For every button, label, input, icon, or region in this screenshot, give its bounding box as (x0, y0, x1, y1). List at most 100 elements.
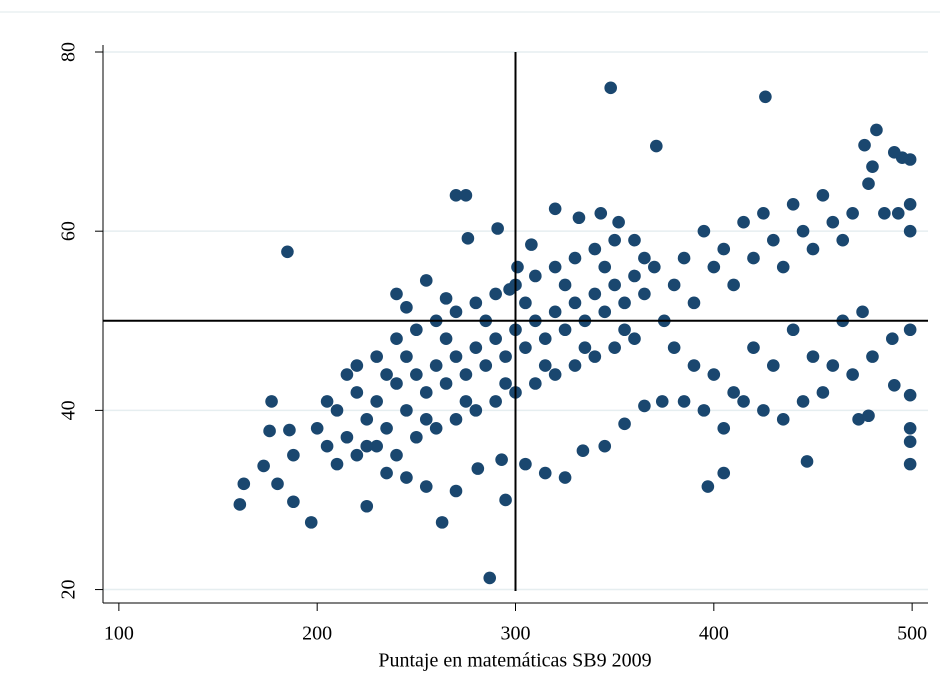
point (598, 260, 612, 274)
point (648, 260, 661, 274)
point (836, 233, 850, 247)
point (862, 177, 875, 191)
point (747, 251, 760, 265)
x-tick-label: 200 (302, 623, 332, 645)
y-tick-label: 20 (58, 580, 80, 600)
point (380, 421, 393, 435)
point (903, 435, 917, 449)
point (548, 305, 562, 319)
point (429, 421, 443, 435)
point (449, 350, 463, 363)
point (677, 251, 691, 265)
point (439, 292, 453, 305)
point (320, 395, 334, 408)
point (757, 206, 770, 220)
point (449, 484, 463, 498)
point (862, 409, 875, 423)
point (435, 516, 449, 529)
point (489, 395, 502, 408)
point (757, 404, 770, 417)
point (449, 413, 463, 426)
point (687, 359, 701, 372)
point (687, 296, 701, 310)
point (568, 359, 582, 372)
point (495, 453, 508, 466)
point (858, 138, 871, 152)
point (459, 368, 473, 381)
point (737, 395, 750, 408)
point (717, 242, 731, 256)
point (887, 378, 901, 392)
point (903, 388, 917, 402)
point (638, 399, 651, 413)
point (330, 457, 344, 471)
point (538, 466, 552, 480)
point (529, 269, 542, 283)
point (439, 332, 453, 345)
point (459, 395, 473, 408)
point (638, 287, 651, 301)
point (903, 224, 917, 238)
point (519, 457, 532, 471)
point (511, 260, 524, 274)
point (519, 341, 532, 354)
point (677, 395, 691, 408)
point (503, 283, 516, 296)
x-tick-label: 300 (501, 623, 531, 645)
point (598, 305, 612, 319)
point (572, 211, 586, 225)
point (548, 202, 562, 216)
point (469, 296, 483, 310)
point (891, 206, 905, 220)
point (330, 404, 344, 417)
point (747, 341, 760, 354)
point (237, 477, 251, 491)
point (370, 395, 383, 408)
y-tick-label: 60 (58, 221, 80, 241)
point (390, 377, 403, 390)
point (806, 242, 820, 256)
point (320, 439, 334, 453)
point (608, 278, 621, 292)
point (439, 377, 453, 390)
point (410, 430, 423, 444)
x-tick-label: 500 (897, 623, 927, 645)
point (628, 332, 641, 345)
point (489, 287, 502, 301)
point (903, 457, 917, 471)
point (538, 332, 552, 345)
point (538, 359, 552, 372)
point (806, 350, 820, 363)
point (471, 462, 485, 475)
point (548, 260, 562, 274)
point (608, 341, 621, 354)
point (727, 278, 740, 292)
y-tick-label: 40 (58, 400, 80, 420)
point (469, 404, 483, 417)
point (697, 404, 711, 417)
point (856, 305, 869, 319)
point (340, 368, 354, 381)
point (461, 232, 475, 245)
point (612, 215, 625, 229)
point (796, 224, 810, 238)
point (816, 189, 830, 202)
point (886, 332, 899, 345)
point (786, 198, 800, 211)
point (903, 198, 917, 211)
point (767, 359, 780, 372)
point (737, 215, 750, 229)
point (304, 516, 318, 529)
point (870, 123, 883, 137)
point (618, 296, 631, 310)
point (360, 413, 374, 426)
point (727, 386, 740, 399)
point (360, 499, 374, 513)
point (350, 448, 364, 462)
point (826, 215, 840, 229)
point (281, 245, 294, 259)
point (419, 480, 433, 493)
x-axis-label: Puntaje en matemáticas SB9 2009 (378, 650, 651, 672)
point (390, 332, 403, 345)
